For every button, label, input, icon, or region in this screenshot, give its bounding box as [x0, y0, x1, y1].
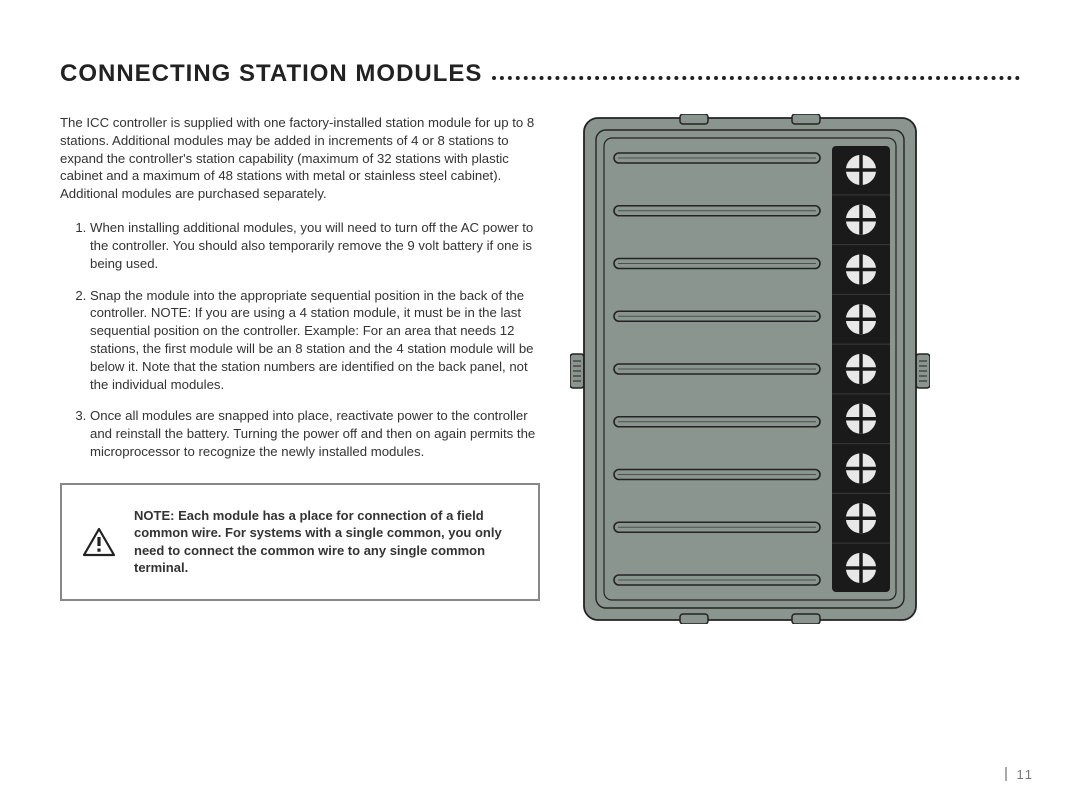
- list-item: Snap the module into the appropriate seq…: [90, 287, 540, 394]
- note-text: NOTE: Each module has a place for connec…: [134, 507, 518, 577]
- warning-icon: [82, 527, 116, 557]
- intro-paragraph: The ICC controller is supplied with one …: [60, 114, 540, 203]
- station-module-diagram: [570, 114, 930, 624]
- note-callout: NOTE: Each module has a place for connec…: [60, 483, 540, 601]
- note-label: NOTE:: [134, 508, 174, 523]
- list-item: Once all modules are snapped into place,…: [90, 407, 540, 460]
- instruction-list: When installing additional modules, you …: [60, 219, 540, 461]
- page-title: CONNECTING STATION MODULES: [60, 60, 482, 88]
- list-item: When installing additional modules, you …: [90, 219, 540, 272]
- note-body: Each module has a place for connection o…: [134, 508, 502, 576]
- heading-dotted-rule: [492, 76, 1020, 80]
- page-number: 11: [1005, 767, 1035, 782]
